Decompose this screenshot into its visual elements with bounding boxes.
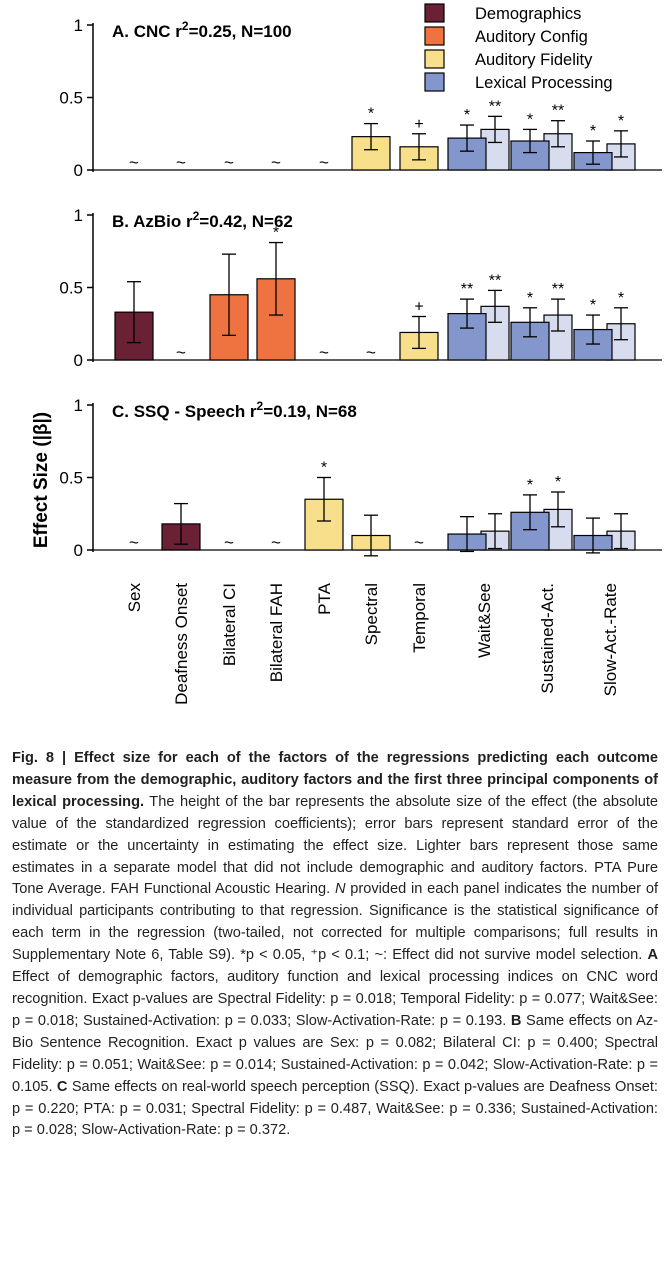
significance-marker-light: ** — [489, 272, 501, 289]
legend-label: Auditory Config — [475, 28, 588, 46]
x-category-label: Sex — [125, 583, 144, 613]
panel-r2-superscript: 2 — [182, 19, 189, 33]
legend-label: Demographics — [475, 5, 581, 23]
significance-marker-light: * — [555, 474, 561, 491]
y-tick-label: 0 — [74, 161, 83, 180]
panel: 00.51 B. AzBio r2=0.42, N=62~*~ ~+**** *** *… — [59, 206, 662, 370]
significance-marker: * — [527, 111, 533, 128]
removed-marker: ~ — [366, 343, 376, 362]
y-tick-label: 0.5 — [59, 89, 83, 108]
y-tick-label: 0 — [74, 541, 83, 560]
removed-marker: ~ — [129, 153, 139, 172]
legend-swatch — [424, 49, 445, 69]
x-category-label: Wait&See — [475, 583, 494, 658]
removed-marker: ~ — [129, 533, 139, 552]
panel-title: C. SSQ - Speech r2=0.19, N=68 — [112, 399, 357, 421]
significance-marker: + — [414, 116, 423, 133]
panel-r2-value: =0.25, N=100 — [189, 22, 292, 41]
caption-text-a: Effect of demographic factors, auditory … — [12, 969, 658, 1029]
x-category-label: Sustained-Act. — [538, 583, 557, 694]
caption-text-b: Same effects on Az-Bio Sentence Recognit… — [12, 1012, 658, 1095]
removed-marker: ~ — [224, 153, 234, 172]
panel-title: A. CNC r2=0.25, N=100 — [112, 19, 292, 41]
significance-marker-light: ** — [552, 281, 564, 298]
x-axis-category-labels: Sex Deafness Onset Bilateral CI Bilateral F… — [125, 582, 620, 705]
panel-label: B. AzBio r — [112, 212, 193, 231]
significance-marker: * — [368, 106, 374, 123]
panel-r2-superscript: 2 — [193, 209, 200, 223]
caption-c-label: C — [56, 1078, 68, 1095]
x-category-label: Slow-Act.-Rate — [601, 583, 620, 696]
y-axis-label: Effect Size (|β|) — [31, 412, 52, 548]
legend-label: Auditory Fidelity — [475, 51, 593, 69]
effect-size-figure: Demographics Auditory Config Auditory Fide… — [31, 3, 662, 705]
significance-marker-light: ** — [489, 98, 501, 115]
panel-r2-value: =0.19, N=68 — [263, 402, 357, 421]
caption-title: Effect size for each of the factors of t… — [12, 750, 658, 810]
removed-marker: ~ — [414, 533, 424, 552]
removed-marker: ~ — [271, 533, 281, 552]
x-category-label: Deafness Onset — [172, 583, 191, 705]
removed-marker: ~ — [176, 153, 186, 172]
significance-marker: + — [414, 299, 423, 316]
legend-swatch — [424, 26, 445, 46]
y-tick-label: 0 — [74, 351, 83, 370]
chart-panels: 00.51 A. CNC r2=0.25, N=100~ ~ ~ ~ ~*+*** *** *… — [59, 16, 662, 560]
legend-swatch — [424, 3, 445, 23]
caption-paragraph: Fig. 8 | Effect size for each of the fac… — [12, 748, 658, 1142]
panel: 0 0.5 1 C. SSQ - Speech r2=0.19, N=68 ~ ~ ~ * ~ *… — [59, 396, 662, 560]
removed-marker: ~ — [176, 343, 186, 362]
panel-r2-superscript: 2 — [257, 399, 264, 413]
significance-marker: * — [590, 123, 596, 140]
significance-marker: * — [464, 107, 470, 124]
panel: 00.51 A. CNC r2=0.25, N=100~ ~ ~ ~ ~*+*** *** *… — [59, 16, 662, 180]
significance-marker: * — [321, 460, 327, 477]
figure-caption: Fig. 8 | Effect size for each of the fac… — [12, 748, 658, 1142]
panel-label: C. SSQ - Speech r — [112, 402, 257, 421]
x-category-label: PTA — [315, 582, 334, 614]
y-tick-label: 0.5 — [59, 469, 83, 488]
panel-title: B. AzBio r2=0.42, N=62 — [112, 209, 293, 231]
significance-marker: * — [590, 297, 596, 314]
x-category-label: Spectral — [362, 583, 381, 645]
significance-marker: * — [273, 225, 279, 242]
caption-n-symbol: N — [334, 881, 346, 898]
caption-text-c: Same effects on real-world speech percep… — [12, 1078, 658, 1139]
y-tick-label: 1 — [74, 206, 83, 225]
removed-marker: ~ — [319, 343, 329, 362]
caption-fig-label: Fig. 8 | — [12, 750, 75, 766]
caption-text-1: The height of the bar represents the abs… — [12, 793, 658, 898]
caption-b-label: B — [510, 1012, 522, 1029]
removed-marker: ~ — [319, 153, 329, 172]
caption-text-2: provided in each panel indicates the num… — [12, 881, 659, 964]
y-tick-label: 0.5 — [59, 279, 83, 298]
significance-marker: ** — [461, 281, 473, 298]
removed-marker: ~ — [271, 153, 281, 172]
y-tick-label: 1 — [74, 396, 83, 415]
legend-label: Lexical Processing — [475, 74, 613, 92]
legend: Demographics Auditory Config Auditory Fide… — [424, 3, 613, 92]
panel-r2-value: =0.42, N=62 — [199, 212, 293, 231]
significance-marker: * — [527, 290, 533, 307]
significance-marker-light: ** — [552, 103, 564, 120]
significance-marker-light: * — [618, 290, 624, 307]
caption-a-label: A — [647, 947, 658, 964]
x-category-label: Bilateral FAH — [267, 583, 286, 682]
significance-marker-light: * — [618, 113, 624, 130]
x-category-label: Temporal — [410, 583, 429, 653]
x-category-label: Bilateral CI — [220, 583, 239, 666]
y-tick-label: 1 — [74, 16, 83, 35]
removed-marker: ~ — [224, 533, 234, 552]
significance-marker: * — [527, 477, 533, 494]
panel-label: A. CNC r — [112, 22, 182, 41]
legend-swatch — [424, 72, 445, 92]
